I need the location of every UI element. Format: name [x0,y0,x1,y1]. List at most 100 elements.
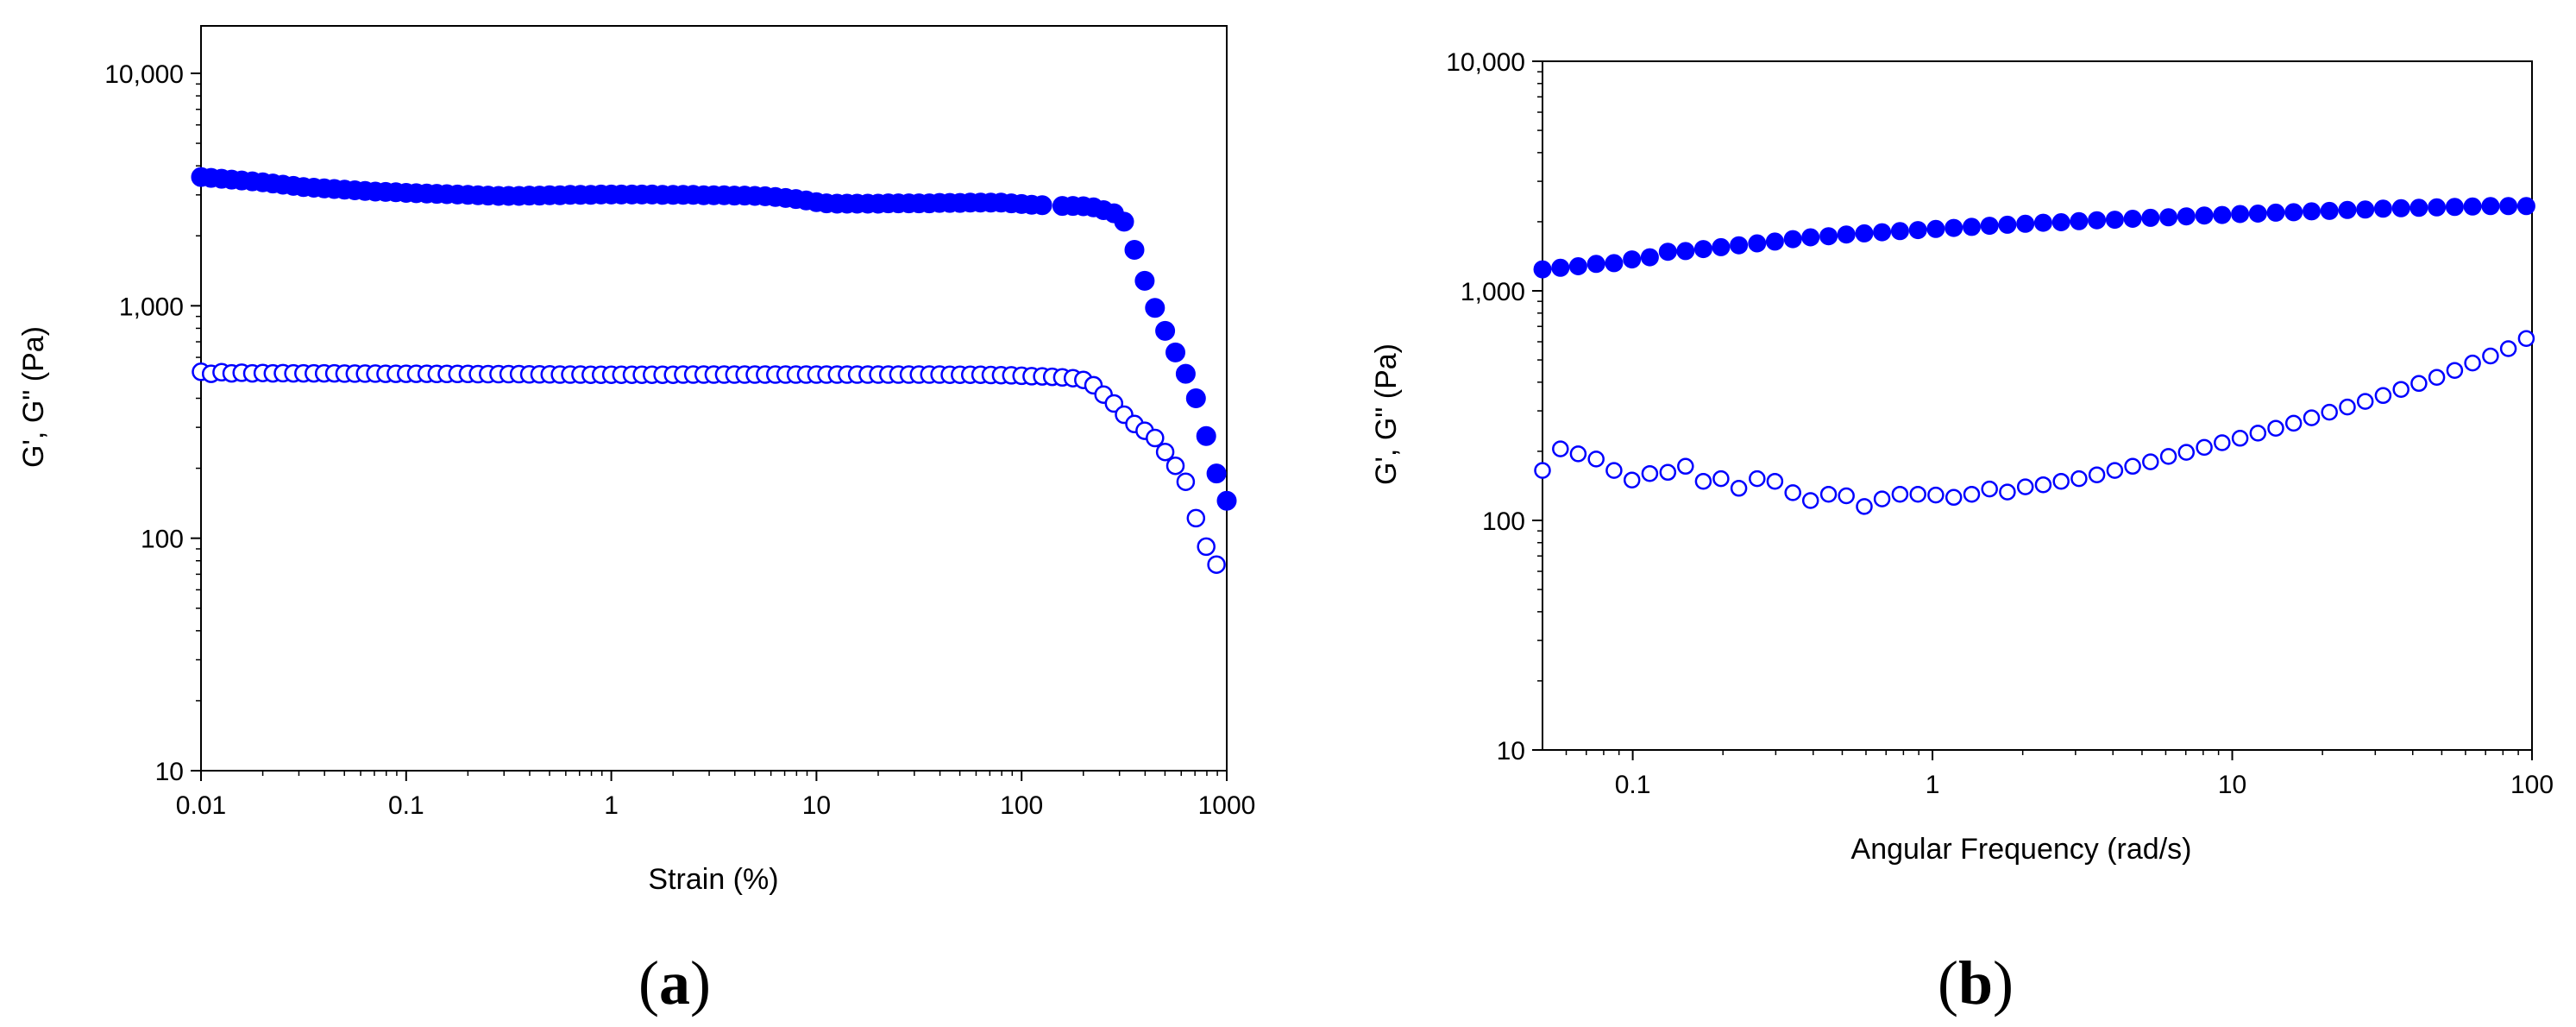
open-point-a [1165,456,1185,476]
open-point-b [2177,444,2196,461]
filled-point-b [1676,242,1695,261]
filled-point-b [2231,205,2250,224]
open-point-a [1176,472,1196,491]
filled-point-b [2303,202,2321,221]
chart-panel-a: 0.01 0.1 1 10 100 1000 10 100 1,000 10,000 Strain… [17,25,1255,1018]
x-axis-title-b: Angular Frequency (rad/s) [1851,833,2192,866]
filled-point-b [2033,213,2052,232]
plot-frame-a [200,25,1228,772]
filled-point-b [1837,225,1856,244]
open-point-b [1891,485,1909,503]
open-point-b [2214,434,2231,451]
open-point-b [2392,381,2410,398]
filled-point-b [1730,236,1749,255]
filled-point-a [1032,195,1052,216]
open-point-b [1641,464,1659,482]
tick-labels-b: 0.1 1 10 100 10 100 1,000 10,000 [1446,48,2554,799]
chart-panel-b: 0.1 1 10 100 10 100 1,000 10,000 Angular Freque… [1370,48,2554,1018]
filled-point-a [1165,342,1185,362]
open-point-b [2303,409,2321,426]
open-point-b [1712,469,1730,488]
open-point-b [2499,340,2517,357]
open-point-b [2016,478,2034,495]
panel-label-b: (b) [1938,948,2014,1018]
filled-point-b [2159,208,2178,227]
filled-point-b [2463,197,2482,216]
open-point-b [1569,445,1587,463]
filled-point-b [1801,228,1820,247]
open-point-b [2374,387,2392,405]
filled-point-b [2195,206,2214,225]
open-point-b [1873,490,1891,507]
filled-point-b [2141,208,2160,227]
filled-point-b [1551,258,1570,277]
open-point-b [2159,448,2177,465]
filled-point-b [1855,224,1874,243]
filled-point-a [1206,463,1227,484]
open-point-b [2124,457,2141,476]
open-point-b [1749,469,1766,488]
open-point-b [2142,453,2159,470]
data-points-b [1533,197,2535,515]
filled-point-b [2338,200,2357,219]
y-tick-label-a: 10,000 [104,60,184,89]
open-point-b [1694,472,1712,490]
open-point-a [1155,442,1175,462]
open-point-b [1605,462,1623,479]
open-point-a [1186,508,1206,528]
x-tick-label-b: 1 [1926,771,1940,799]
filled-point-b [1640,248,1659,267]
open-point-b [2410,375,2428,393]
filled-point-b [1693,240,1712,259]
open-point-b [2267,419,2284,437]
x-tick-label-b: 100 [2510,771,2554,799]
filled-point-b [1998,215,2017,234]
open-point-b [1730,480,1748,497]
filled-point-b [1890,222,1909,241]
filled-point-b [2070,211,2089,230]
filled-point-b [1568,257,1587,275]
open-point-b [1927,486,1945,504]
open-point-b [2428,369,2446,386]
y-axis-title-a: G', G" (Pa) [17,326,50,468]
filled-point-b [2266,203,2285,222]
open-point-a [1104,394,1124,413]
y-tick-label-b: 10,000 [1446,48,1525,77]
filled-point-a [1124,240,1145,260]
x-tick-label-a: 1 [604,791,619,820]
open-point-b [2196,438,2213,457]
filled-point-b [2177,207,2196,226]
filled-point-b [1586,255,1605,274]
open-point-b [2517,330,2535,347]
filled-point-b [2213,205,2232,224]
filled-point-b [2391,198,2410,217]
tick-marks-b [1532,60,2533,760]
filled-point-b [2248,205,2267,223]
y-tick-label-a: 10 [155,758,184,786]
open-point-b [2284,414,2303,432]
x-tick-label-a: 0.01 [176,791,226,820]
filled-point-b [1658,243,1677,261]
filled-point-b [2088,211,2107,230]
open-point-b [1534,462,1551,479]
filled-point-b [2499,197,2518,216]
y-tick-label-a: 1,000 [119,293,184,321]
open-point-b [2034,476,2052,494]
filled-point-b [1765,232,1784,251]
tick-marks-a [191,72,1228,781]
filled-point-b [2373,199,2392,218]
filled-point-b [2356,200,2375,219]
open-point-b [1784,484,1801,501]
open-point-a [1146,428,1165,448]
filled-point-b [2105,211,2124,230]
x-tick-label-b: 10 [2218,771,2246,799]
open-point-b [2339,398,2356,416]
open-point-b [1909,485,1926,503]
filled-point-b [1605,254,1624,273]
filled-point-b [2428,198,2447,217]
filled-point-b [1945,218,1963,237]
filled-point-a [1155,320,1176,341]
x-tick-label-a: 100 [1000,791,1043,820]
filled-point-b [2016,214,2035,233]
filled-point-a [1114,211,1134,232]
